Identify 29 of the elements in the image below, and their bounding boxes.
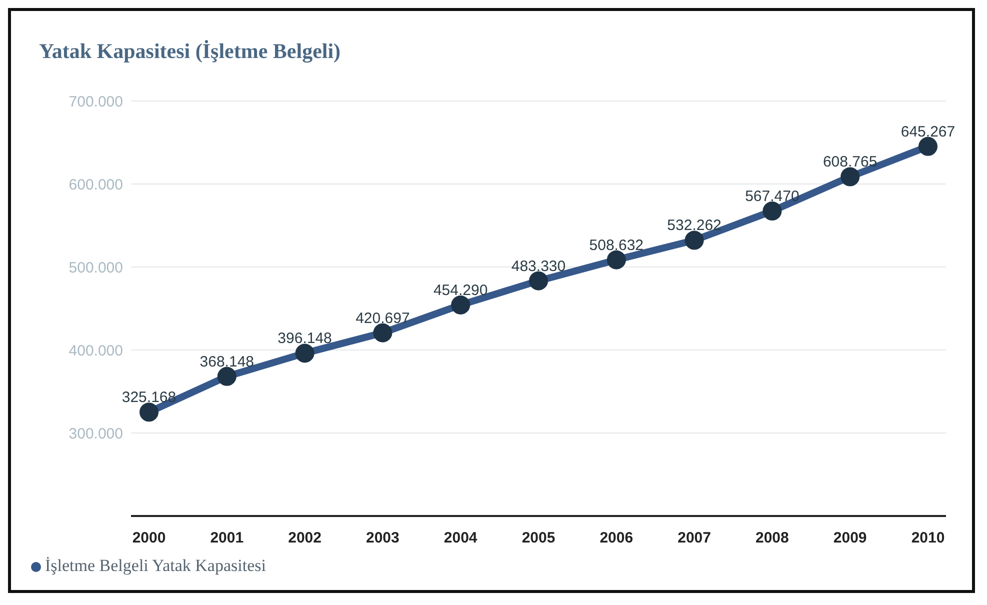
legend-label: İşletme Belgeli Yatak Kapasitesi [45, 556, 266, 575]
data-label: 454.290 [433, 282, 488, 299]
data-label: 532.262 [667, 217, 722, 234]
data-label: 420.697 [356, 310, 410, 327]
y-tick-label: 600.000 [68, 176, 123, 194]
data-label: 325.168 [122, 389, 176, 406]
x-tick-label: 2000 [132, 530, 166, 547]
x-tick-label: 2003 [366, 530, 400, 547]
y-tick-label: 400.000 [68, 342, 123, 360]
y-tick-label: 300.000 [68, 425, 123, 442]
data-label: 483.330 [511, 258, 566, 275]
data-label: 645.267 [900, 123, 956, 140]
x-tick-label: 2010 [911, 530, 945, 547]
data-label: 396.148 [278, 330, 332, 348]
data-label: 368.148 [200, 353, 254, 370]
data-label: 508.632 [589, 236, 644, 254]
data-label: 608.765 [822, 154, 878, 171]
data-label: 567.470 [745, 188, 800, 205]
x-tick-label: 2002 [288, 530, 322, 547]
x-tick-label: 2009 [833, 530, 867, 547]
y-tick-label: 500.000 [68, 259, 123, 276]
x-tick-label: 2007 [678, 530, 711, 547]
x-tick-label: 2006 [600, 530, 634, 547]
x-tick-label: 2005 [522, 530, 556, 547]
x-tick-label: 2004 [444, 530, 478, 547]
x-tick-label: 2001 [210, 530, 244, 547]
chart-title: Yatak Kapasitesi (İşletme Belgeli) [39, 39, 341, 64]
x-tick-label: 2008 [756, 530, 789, 547]
y-tick-label: 700.000 [68, 93, 123, 110]
